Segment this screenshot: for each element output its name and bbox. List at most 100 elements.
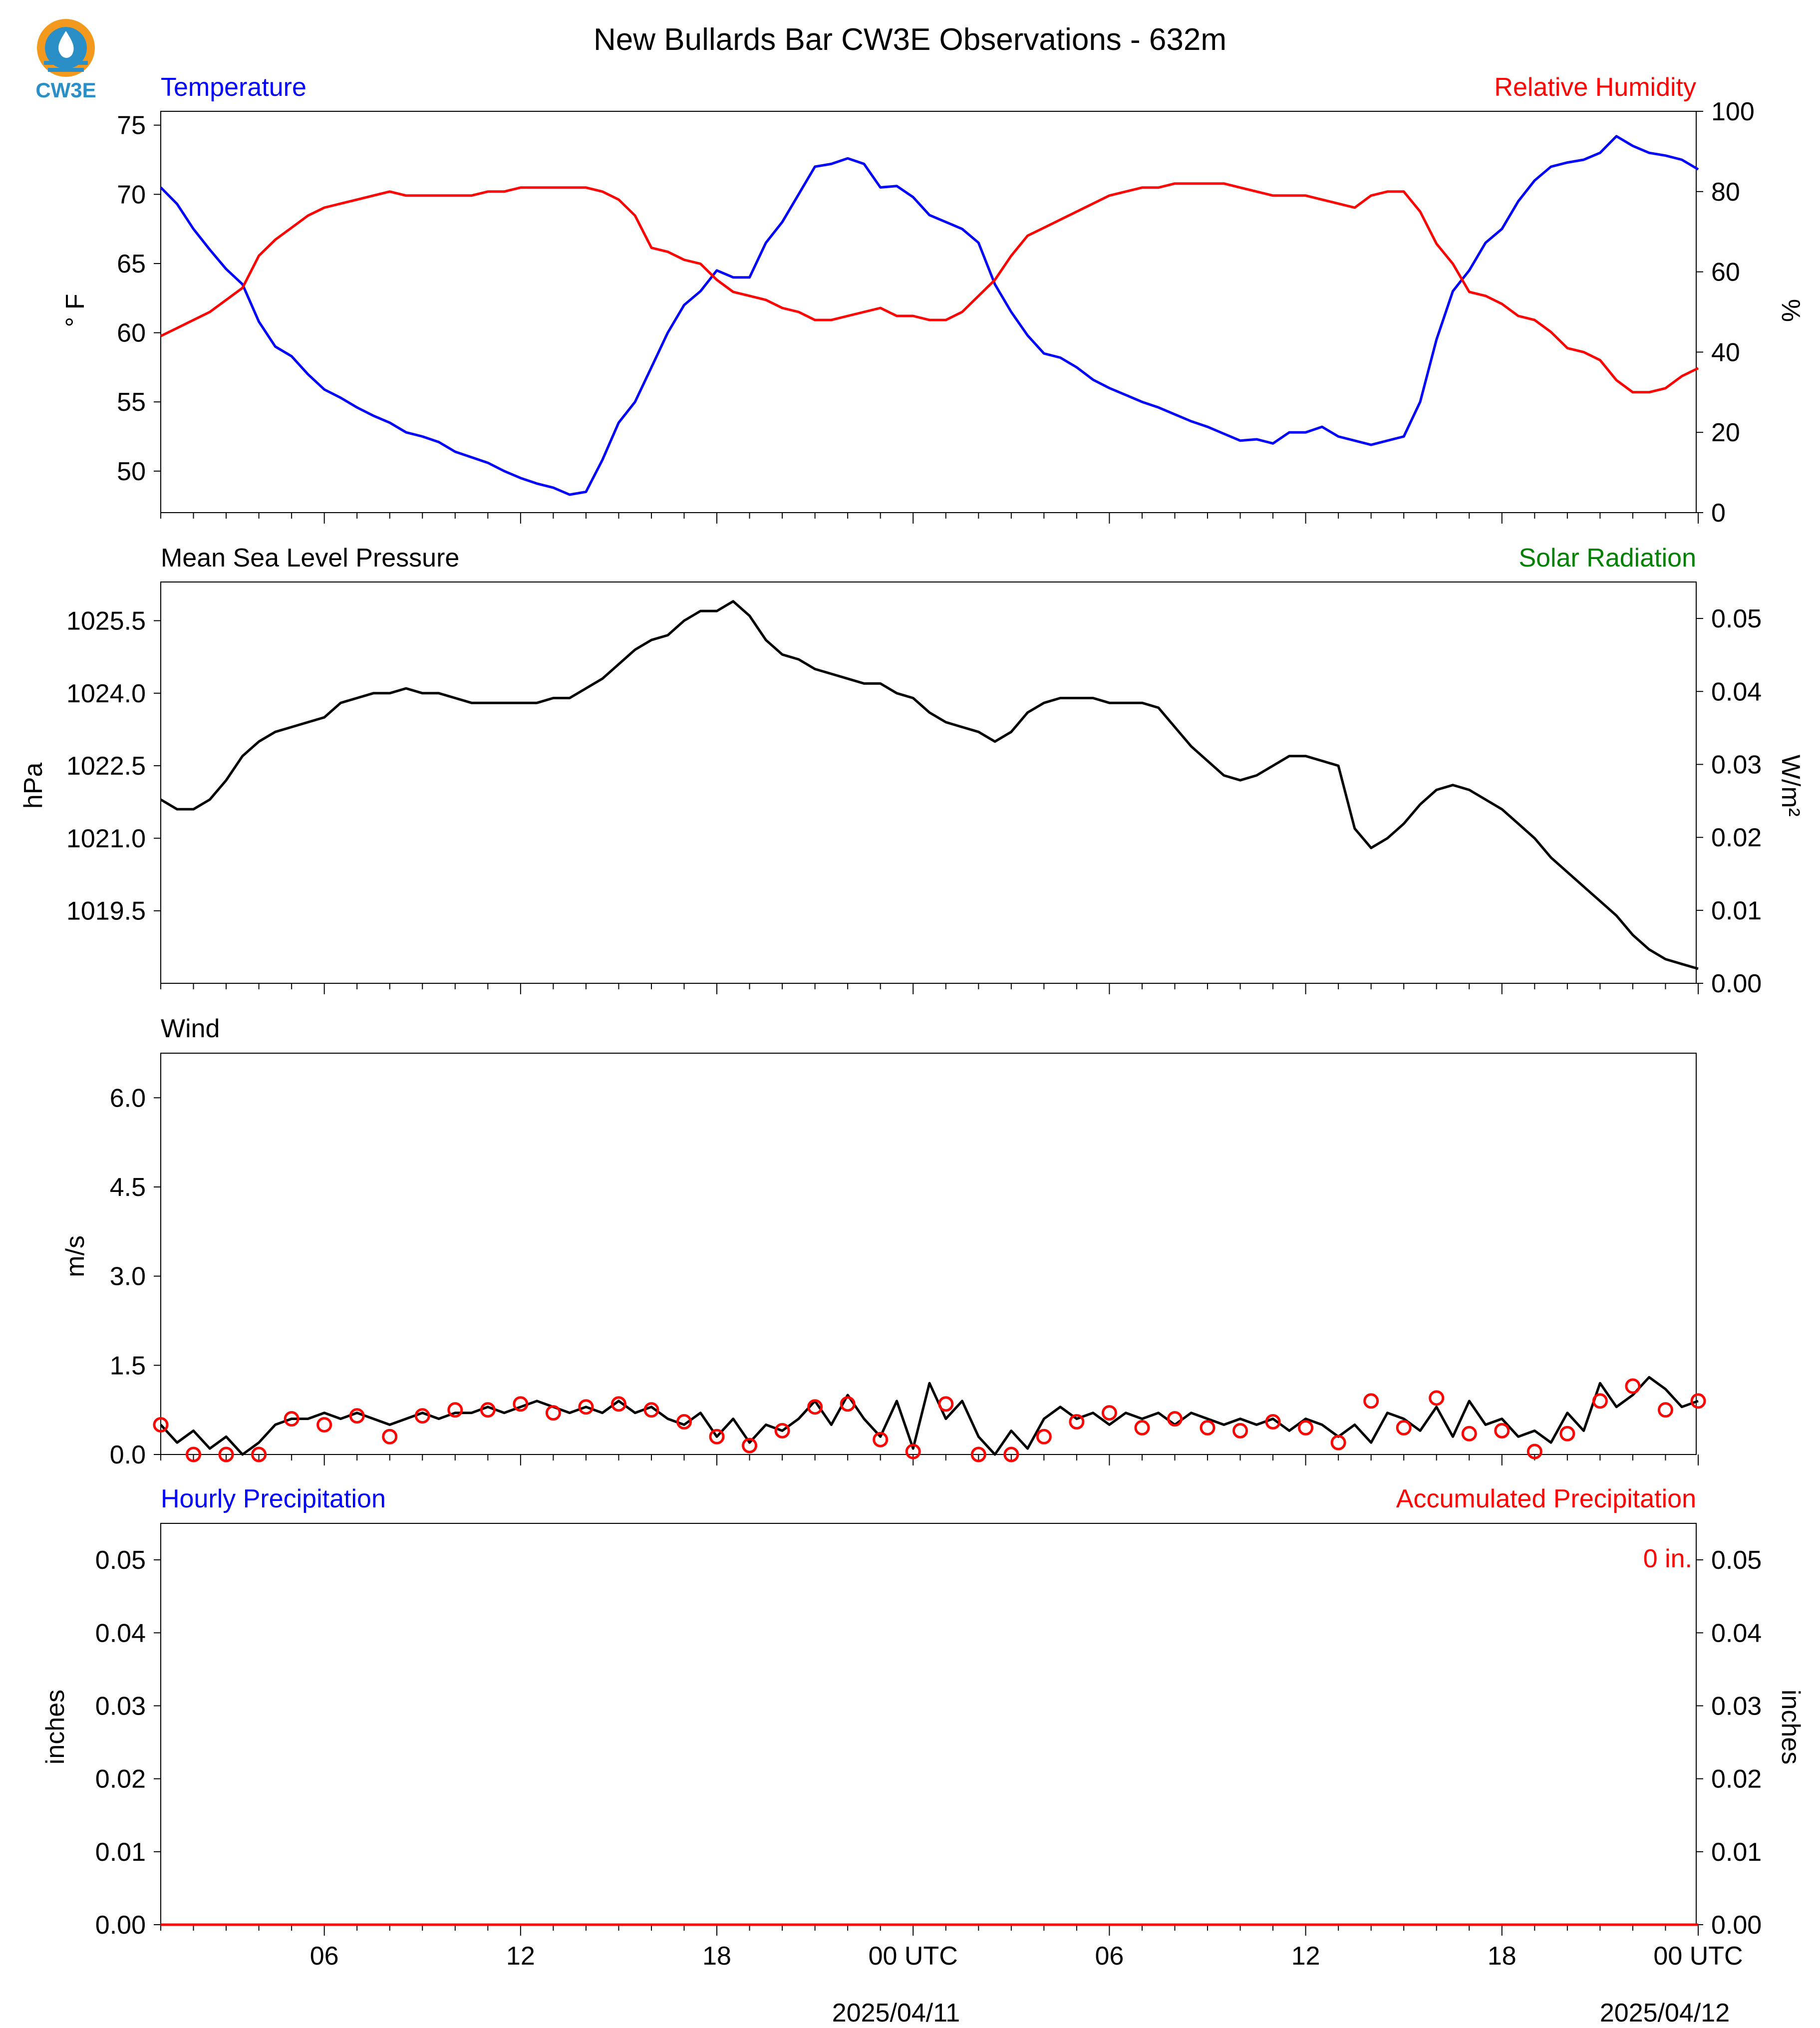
wind-gust-marker	[218, 1447, 234, 1462]
wind-gust-marker	[643, 1402, 659, 1418]
temperature-humidity-panel: Temperature Relative Humidity ° F %	[61, 73, 1805, 327]
y-tick-label-right: 0.00	[1711, 1911, 1762, 1940]
date-label-2025-04-12: 2025/04/12	[1600, 1999, 1730, 2028]
wind-gust-marker	[1657, 1402, 1673, 1418]
plot-frame	[160, 111, 1697, 513]
wind-gust-marker	[414, 1408, 430, 1424]
x-tick-label: 12	[506, 1942, 535, 1971]
y-tick-label-right: 0.02	[1711, 824, 1762, 853]
pressure-solar-panel: Mean Sea Level Pressure Solar Radiation …	[19, 544, 1805, 817]
date-label-2025-04-11: 2025/04/11	[832, 1999, 960, 2028]
wind-axis-label: m/s	[61, 1235, 90, 1277]
y-tick-label-left: 4.5	[110, 1173, 146, 1202]
x-tick-label: 18	[1488, 1942, 1517, 1971]
y-tick-label-left: 0.0	[110, 1441, 146, 1469]
temperature-title: Temperature	[161, 73, 306, 102]
figure-title: New Bullards Bar CW3E Observations - 632…	[594, 22, 1226, 57]
y-tick-label-right: 0.03	[1711, 1692, 1762, 1721]
wind-gust-marker	[742, 1438, 758, 1453]
panel-marks: 0.00 0.01 0.02 0.03 0.04 0.05 0.00 0.01 0.02 0.03…	[95, 1523, 1762, 1971]
y-tick-label-left: 1019.5	[66, 897, 146, 926]
wind-gust-marker	[1363, 1393, 1379, 1409]
hourly-precip-axis-label: inches	[41, 1690, 70, 1764]
wind-gust-marker	[545, 1405, 561, 1421]
x-tick-label: 00 UTC	[869, 1942, 958, 1971]
logo-drop-icon	[58, 31, 74, 58]
chart-marks: 50 55 60 65 70 75 0 20 40 60 80 100 1019.5 1021.0 1022…	[66, 97, 1762, 1971]
wind-gust-marker	[153, 1417, 169, 1433]
wind-gust-marker	[1526, 1444, 1542, 1459]
y-tick-label-right: 0	[1711, 499, 1726, 528]
x-tick-label: 12	[1291, 1942, 1320, 1971]
wind-gust-marker	[382, 1429, 398, 1445]
wind-gust-marker	[807, 1399, 823, 1415]
plot-frame	[160, 581, 1697, 984]
y-tick-label-left: 50	[117, 457, 146, 486]
accumulated-precipitation-title: Accumulated Precipitation	[1396, 1484, 1696, 1513]
wind-gust-marker	[513, 1396, 529, 1412]
wind-gust-marker	[938, 1396, 954, 1412]
y-tick-label-left: 0.03	[95, 1692, 146, 1721]
wind-gust-marker	[1330, 1435, 1346, 1450]
y-tick-label-right: 0.02	[1711, 1765, 1762, 1794]
wind-gust-marker	[1559, 1426, 1575, 1442]
y-tick-label-right: 0.00	[1711, 969, 1762, 998]
wind-gust-marker	[186, 1447, 202, 1462]
y-tick-label-left: 75	[117, 111, 146, 140]
panel-marks: 50 55 60 65 70 75 0 20 40 60 80 100	[117, 97, 1755, 528]
x-tick-label: 18	[702, 1942, 731, 1971]
wind-gust-marker	[1134, 1420, 1150, 1436]
y-tick-label-right: 0.04	[1711, 1619, 1762, 1648]
y-tick-label-right: 40	[1711, 338, 1740, 367]
y-tick-label-right: 100	[1711, 97, 1755, 126]
y-tick-label-right: 0.05	[1711, 604, 1762, 633]
wind-gust-marker	[1461, 1426, 1477, 1442]
wind-gust-marker	[905, 1444, 921, 1459]
wind-gust-marker	[1101, 1405, 1117, 1421]
x-tick-label: 06	[1095, 1942, 1124, 1971]
temperature-line	[160, 135, 1699, 496]
hourly-precipitation-title: Hourly Precipitation	[161, 1484, 386, 1513]
wind-gust-marker	[1690, 1393, 1706, 1409]
wind-gust-marker	[1167, 1411, 1183, 1427]
pressure-axis-label: hPa	[19, 763, 48, 809]
precipitation-panel: Hourly Precipitation Accumulated Precipi…	[41, 1484, 1805, 1764]
logo-text: CW3E	[35, 78, 96, 102]
wind-gust-marker	[1494, 1423, 1510, 1439]
y-tick-label-left: 3.0	[110, 1262, 146, 1291]
x-tick-label: 06	[310, 1942, 339, 1971]
wind-gust-marker	[676, 1414, 692, 1430]
wind-gust-marker	[349, 1408, 365, 1424]
wind-gust-marker	[480, 1402, 496, 1418]
temperature-axis-label: ° F	[61, 293, 90, 327]
relative-humidity-title: Relative Humidity	[1494, 73, 1696, 102]
accum-precip-axis-label: inches	[1776, 1690, 1805, 1764]
wind-gust-marker	[840, 1396, 856, 1412]
y-tick-label-left: 6.0	[110, 1084, 146, 1113]
wind-gust-marker	[709, 1429, 725, 1445]
solar-radiation-title: Solar Radiation	[1518, 544, 1696, 573]
y-tick-label-right: 60	[1711, 258, 1740, 287]
mean-sea-level-pressure-line	[160, 600, 1699, 970]
relative-humidity-line	[160, 182, 1699, 394]
wind-title: Wind	[161, 1014, 220, 1043]
y-tick-label-right: 0.03	[1711, 750, 1762, 779]
y-tick-label-left: 1.5	[110, 1351, 146, 1380]
wind-gust-marker	[1429, 1390, 1445, 1406]
wind-gust-marker	[774, 1423, 790, 1439]
wind-panel: Wind m/s	[61, 1014, 220, 1277]
wind-gust-marker	[1003, 1447, 1019, 1462]
y-tick-label-right: 0.01	[1711, 1838, 1762, 1867]
y-tick-label-left: 1025.5	[66, 606, 146, 635]
y-tick-label-left: 1022.5	[66, 752, 146, 781]
logo-wave-icon	[44, 61, 88, 65]
wind-gust-marker	[316, 1417, 332, 1433]
wind-gust-marker	[578, 1399, 594, 1415]
y-tick-label-right: 0.04	[1711, 677, 1762, 706]
y-tick-label-left: 1021.0	[66, 824, 146, 853]
wind-gust-marker	[1265, 1414, 1281, 1430]
y-tick-label-right: 0.01	[1711, 896, 1762, 925]
wind-gust-marker	[873, 1432, 889, 1448]
humidity-axis-label: %	[1776, 299, 1805, 322]
